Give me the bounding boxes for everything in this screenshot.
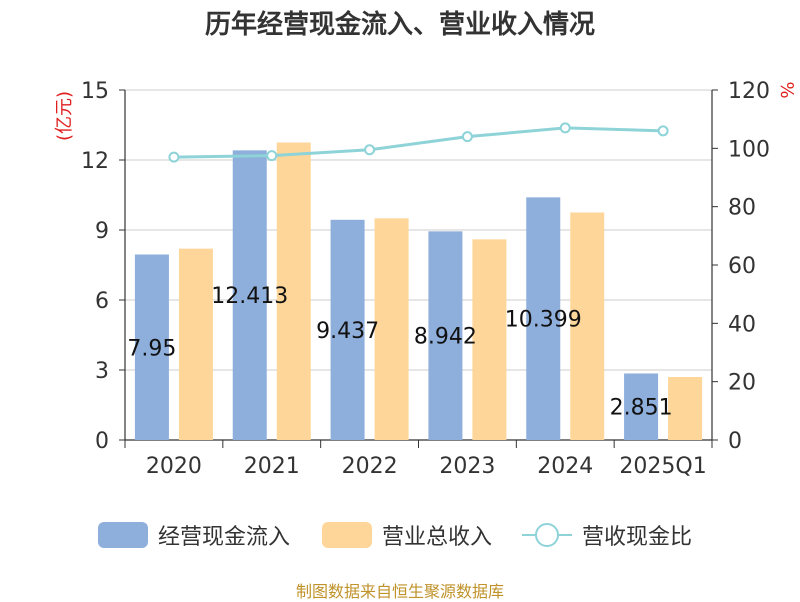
left-tick-label: 9 xyxy=(95,219,109,244)
legend-label-revenue: 营业总收入 xyxy=(382,525,493,550)
legend-swatch-cash-inflow xyxy=(98,522,148,548)
left-tick-label: 6 xyxy=(95,289,109,314)
bar-cash-inflow xyxy=(232,150,267,440)
legend-item-cash-inflow[interactable]: 经营现金流入 xyxy=(98,517,290,553)
bar-cash-inflow xyxy=(330,219,365,440)
x-tick-label: 2022 xyxy=(342,454,398,479)
x-tick-label: 2020 xyxy=(146,454,202,479)
right-tick-label: 20 xyxy=(728,371,756,396)
left-tick-label: 0 xyxy=(95,429,109,454)
legend-swatch-revenue xyxy=(322,522,372,548)
right-tick-label: 80 xyxy=(728,196,756,221)
x-tick-label: 2021 xyxy=(244,454,300,479)
data-label-cash-inflow: 8.942 xyxy=(414,325,477,350)
right-tick-label: 60 xyxy=(728,254,756,279)
left-tick-label: 12 xyxy=(81,149,109,174)
ratio-point xyxy=(657,125,669,137)
bar-cash-inflow xyxy=(134,254,169,440)
data-label-cash-inflow: 2.851 xyxy=(610,396,673,421)
data-label-cash-inflow: 9.437 xyxy=(316,319,379,344)
bar-revenue xyxy=(276,142,311,440)
x-tick-label: 2024 xyxy=(537,454,593,479)
bar-cash-inflow xyxy=(526,197,561,440)
bar-revenue xyxy=(374,218,409,440)
source-note: 制图数据来自恒生聚源数据库 xyxy=(295,582,504,601)
legend: 经营现金流入 营业总收入 营收现金比 xyxy=(0,517,800,553)
left-axis-unit: (亿元) xyxy=(54,91,75,141)
legend-label-cash-inflow: 经营现金流入 xyxy=(158,525,291,550)
ratio-point xyxy=(168,151,180,163)
bar-revenue xyxy=(570,212,605,440)
data-label-cash-inflow: 10.399 xyxy=(505,308,582,333)
left-tick-label: 3 xyxy=(95,359,109,384)
legend-item-revenue[interactable]: 营业总收入 xyxy=(322,517,492,553)
legend-item-ratio[interactable]: 营收现金比 xyxy=(522,517,692,553)
ratio-point xyxy=(461,131,473,143)
bar-revenue xyxy=(472,239,507,440)
legend-label-ratio: 营收现金比 xyxy=(582,525,693,550)
bar-cash-inflow xyxy=(624,373,659,440)
ratio-point xyxy=(266,150,278,162)
bar-cash-inflow xyxy=(428,231,463,440)
right-tick-label: 120 xyxy=(728,79,770,104)
right-tick-label: 40 xyxy=(728,312,756,337)
x-tick-label: 2025Q1 xyxy=(619,454,706,479)
bar-revenue xyxy=(178,248,213,440)
right-axis-unit: % xyxy=(776,81,797,98)
chart-title: 历年经营现金流入、营业收入情况 xyxy=(204,10,595,40)
right-tick-label: 100 xyxy=(728,137,770,162)
ratio-point xyxy=(559,122,571,134)
left-tick-label: 15 xyxy=(81,79,109,104)
legend-line-ratio xyxy=(522,522,572,548)
ratio-point xyxy=(364,144,376,156)
ratio-line xyxy=(173,126,664,159)
data-label-cash-inflow: 12.413 xyxy=(211,284,288,309)
right-tick-label: 0 xyxy=(728,429,742,454)
bar-revenue xyxy=(668,377,703,440)
data-label-cash-inflow: 7.95 xyxy=(127,336,176,361)
x-tick-label: 2023 xyxy=(439,454,495,479)
